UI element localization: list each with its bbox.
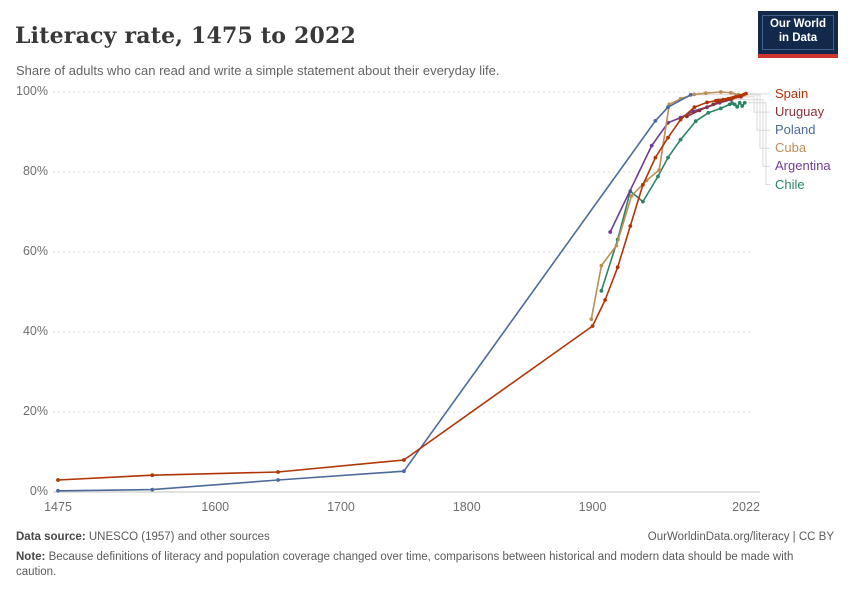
data-point-cuba[interactable] (729, 90, 733, 95)
data-point-chile[interactable] (666, 155, 670, 160)
data-point-chile[interactable] (735, 104, 740, 109)
data-point-chile[interactable] (693, 119, 698, 124)
legend-connector-uruguay (744, 96, 770, 113)
data-point-spain[interactable] (150, 473, 155, 478)
data-point-cuba[interactable] (589, 317, 594, 322)
owid-logo[interactable]: Our World in Data (757, 11, 838, 58)
data-point-spain[interactable] (56, 478, 60, 482)
data-source-label: Data source: (16, 531, 86, 543)
series-cuba[interactable] (589, 90, 741, 322)
permalink-link[interactable]: OurWorldinData.org/literacy | CC BY (647, 531, 834, 543)
series-poland[interactable] (56, 92, 693, 493)
data-point-chile[interactable] (742, 100, 747, 105)
chart-subtitle: Share of adults who can read and write a… (16, 63, 500, 78)
data-point-cuba[interactable] (692, 92, 697, 97)
data-point-chile[interactable] (599, 288, 604, 293)
data-point-cuba[interactable] (703, 91, 708, 96)
chart-note: Note: Because definitions of literacy an… (16, 550, 836, 580)
owid-logo-text: Our World in Data (761, 15, 834, 50)
data-point-chile[interactable] (706, 110, 711, 115)
note-text: Because definitions of literacy and popu… (16, 551, 794, 578)
data-point-uruguay[interactable] (711, 102, 716, 107)
data-point-argentina[interactable] (649, 143, 654, 148)
footer-row: Data source: UNESCO (1957) and other sou… (16, 531, 834, 543)
owid-logo-line2: in Data (778, 31, 818, 44)
legend-label-chile[interactable]: Chile (775, 176, 805, 192)
data-point-spain[interactable] (705, 100, 709, 105)
data-point-cuba[interactable] (657, 168, 662, 172)
data-point-spain[interactable] (590, 324, 595, 328)
data-point-cuba[interactable] (629, 194, 634, 198)
data-point-spain[interactable] (653, 155, 658, 160)
data-point-uruguay[interactable] (697, 108, 702, 113)
legend-label-cuba[interactable]: Cuba (775, 140, 807, 156)
data-point-spain[interactable] (402, 458, 406, 462)
series-line-argentina[interactable] (609, 98, 732, 233)
data-point-spain[interactable] (628, 224, 633, 228)
data-point-spain[interactable] (692, 105, 697, 110)
data-point-chile[interactable] (718, 106, 723, 111)
data-point-poland[interactable] (653, 118, 658, 123)
legend-label-uruguay[interactable]: Uruguay (775, 104, 825, 120)
data-point-cuba[interactable] (718, 90, 723, 94)
data-point-spain[interactable] (603, 298, 607, 302)
data-point-poland[interactable] (276, 478, 280, 482)
series-line-spain[interactable] (57, 92, 747, 481)
legend-label-poland[interactable]: Poland (775, 122, 816, 138)
data-point-spain[interactable] (744, 91, 748, 96)
data-point-poland[interactable] (56, 488, 60, 493)
page-title: Literacy rate, 1475 to 2022 (15, 22, 357, 49)
legend-label-argentina[interactable]: Argentina (775, 158, 831, 174)
data-point-chile[interactable] (740, 104, 745, 108)
data-point-chile[interactable] (732, 102, 737, 107)
data-point-chile[interactable] (656, 174, 660, 179)
data-point-chile[interactable] (678, 137, 683, 142)
legend-connector-chile (748, 102, 770, 185)
owid-logo-line1: Our World (769, 18, 826, 30)
data-point-spain[interactable] (678, 117, 683, 122)
data-point-poland[interactable] (150, 487, 155, 492)
legend-connector-argentina (734, 99, 770, 167)
note-label: Note: (16, 551, 46, 563)
series-spain[interactable] (56, 91, 748, 482)
data-point-argentina[interactable] (608, 230, 613, 234)
legend-label-spain[interactable]: Spain (775, 86, 809, 101)
data-point-chile[interactable] (737, 100, 742, 105)
data-point-poland[interactable] (402, 469, 406, 474)
data-point-spain[interactable] (666, 135, 670, 140)
data-point-poland[interactable] (666, 105, 670, 110)
data-source: Data source: UNESCO (1957) and other sou… (16, 531, 270, 543)
data-point-poland[interactable] (688, 92, 693, 97)
data-point-spain[interactable] (641, 182, 645, 187)
legend-connector-cuba (742, 94, 770, 149)
data-point-cuba[interactable] (599, 263, 604, 268)
data-point-spain[interactable] (615, 265, 620, 270)
data-point-spain[interactable] (276, 470, 280, 474)
data-source-text: UNESCO (1957) and other sources (85, 531, 270, 543)
data-point-cuba[interactable] (614, 243, 619, 248)
data-point-chile[interactable] (641, 199, 645, 204)
